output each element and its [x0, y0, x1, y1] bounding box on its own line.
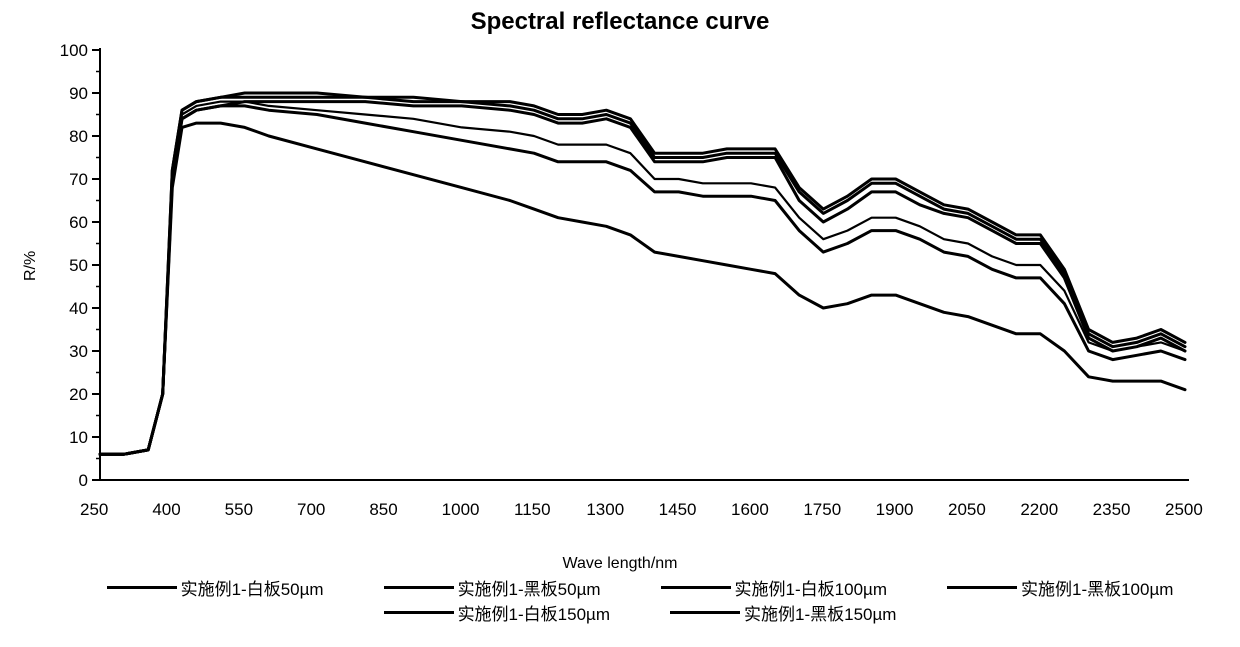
- x-tick-label: 400: [152, 500, 180, 520]
- legend-item: 实施例1-白板50µm: [107, 575, 324, 600]
- legend-label: 实施例1-白板100µm: [735, 575, 887, 600]
- legend-swatch: [384, 586, 454, 589]
- legend-label: 实施例1-白板50µm: [181, 575, 324, 600]
- legend-swatch: [661, 586, 731, 589]
- y-tick-label: 70: [69, 170, 88, 190]
- legend-item: 实施例1-白板150µm: [384, 600, 610, 625]
- legend-label: 实施例1-黑板100µm: [1021, 575, 1173, 600]
- y-tick-label: 10: [69, 428, 88, 448]
- x-tick-label: 1450: [659, 500, 697, 520]
- x-tick-label: 1300: [586, 500, 624, 520]
- y-tick-label: 100: [60, 41, 88, 61]
- x-tick-label: 1000: [442, 500, 480, 520]
- chart-legend: 实施例1-白板50µm实施例1-黑板50µm实施例1-白板100µm实施例1-黑…: [80, 575, 1200, 625]
- legend-label: 实施例1-黑板150µm: [744, 600, 896, 625]
- x-tick-label: 2350: [1093, 500, 1131, 520]
- legend-item: 实施例1-白板100µm: [661, 575, 887, 600]
- y-tick-label: 60: [69, 213, 88, 233]
- x-tick-label: 700: [297, 500, 325, 520]
- x-tick-label: 2050: [948, 500, 986, 520]
- x-tick-label: 1150: [514, 500, 551, 520]
- x-tick-label: 550: [225, 500, 253, 520]
- y-tick-label: 80: [69, 127, 88, 147]
- y-tick-label: 50: [69, 256, 88, 276]
- legend-item: 实施例1-黑板100µm: [947, 575, 1173, 600]
- x-axis-label: Wave length/nm: [0, 555, 1240, 573]
- x-tick-label: 850: [369, 500, 397, 520]
- x-tick-label: 2500: [1165, 500, 1203, 520]
- legend-label: 实施例1-黑板50µm: [458, 575, 601, 600]
- x-tick-label: 1750: [803, 500, 841, 520]
- chart-figure: Spectral reflectance curve R/% 250400550…: [0, 0, 1240, 647]
- y-tick-label: 40: [69, 299, 88, 319]
- x-tick-label: 1900: [876, 500, 914, 520]
- legend-swatch: [670, 611, 740, 614]
- y-tick-label: 30: [69, 342, 88, 362]
- x-tick-label: 1600: [731, 500, 769, 520]
- legend-swatch: [947, 586, 1017, 589]
- y-tick-label: 90: [69, 84, 88, 104]
- legend-item: 实施例1-黑板150µm: [670, 600, 896, 625]
- y-tick-label: 0: [79, 471, 88, 491]
- legend-item: 实施例1-黑板50µm: [384, 575, 601, 600]
- y-tick-label: 20: [69, 385, 88, 405]
- x-tick-label: 2200: [1020, 500, 1058, 520]
- chart-plot-area: [0, 0, 1240, 647]
- legend-label: 实施例1-白板150µm: [458, 600, 610, 625]
- legend-swatch: [107, 586, 177, 589]
- legend-swatch: [384, 611, 454, 614]
- x-tick-label: 250: [80, 500, 108, 520]
